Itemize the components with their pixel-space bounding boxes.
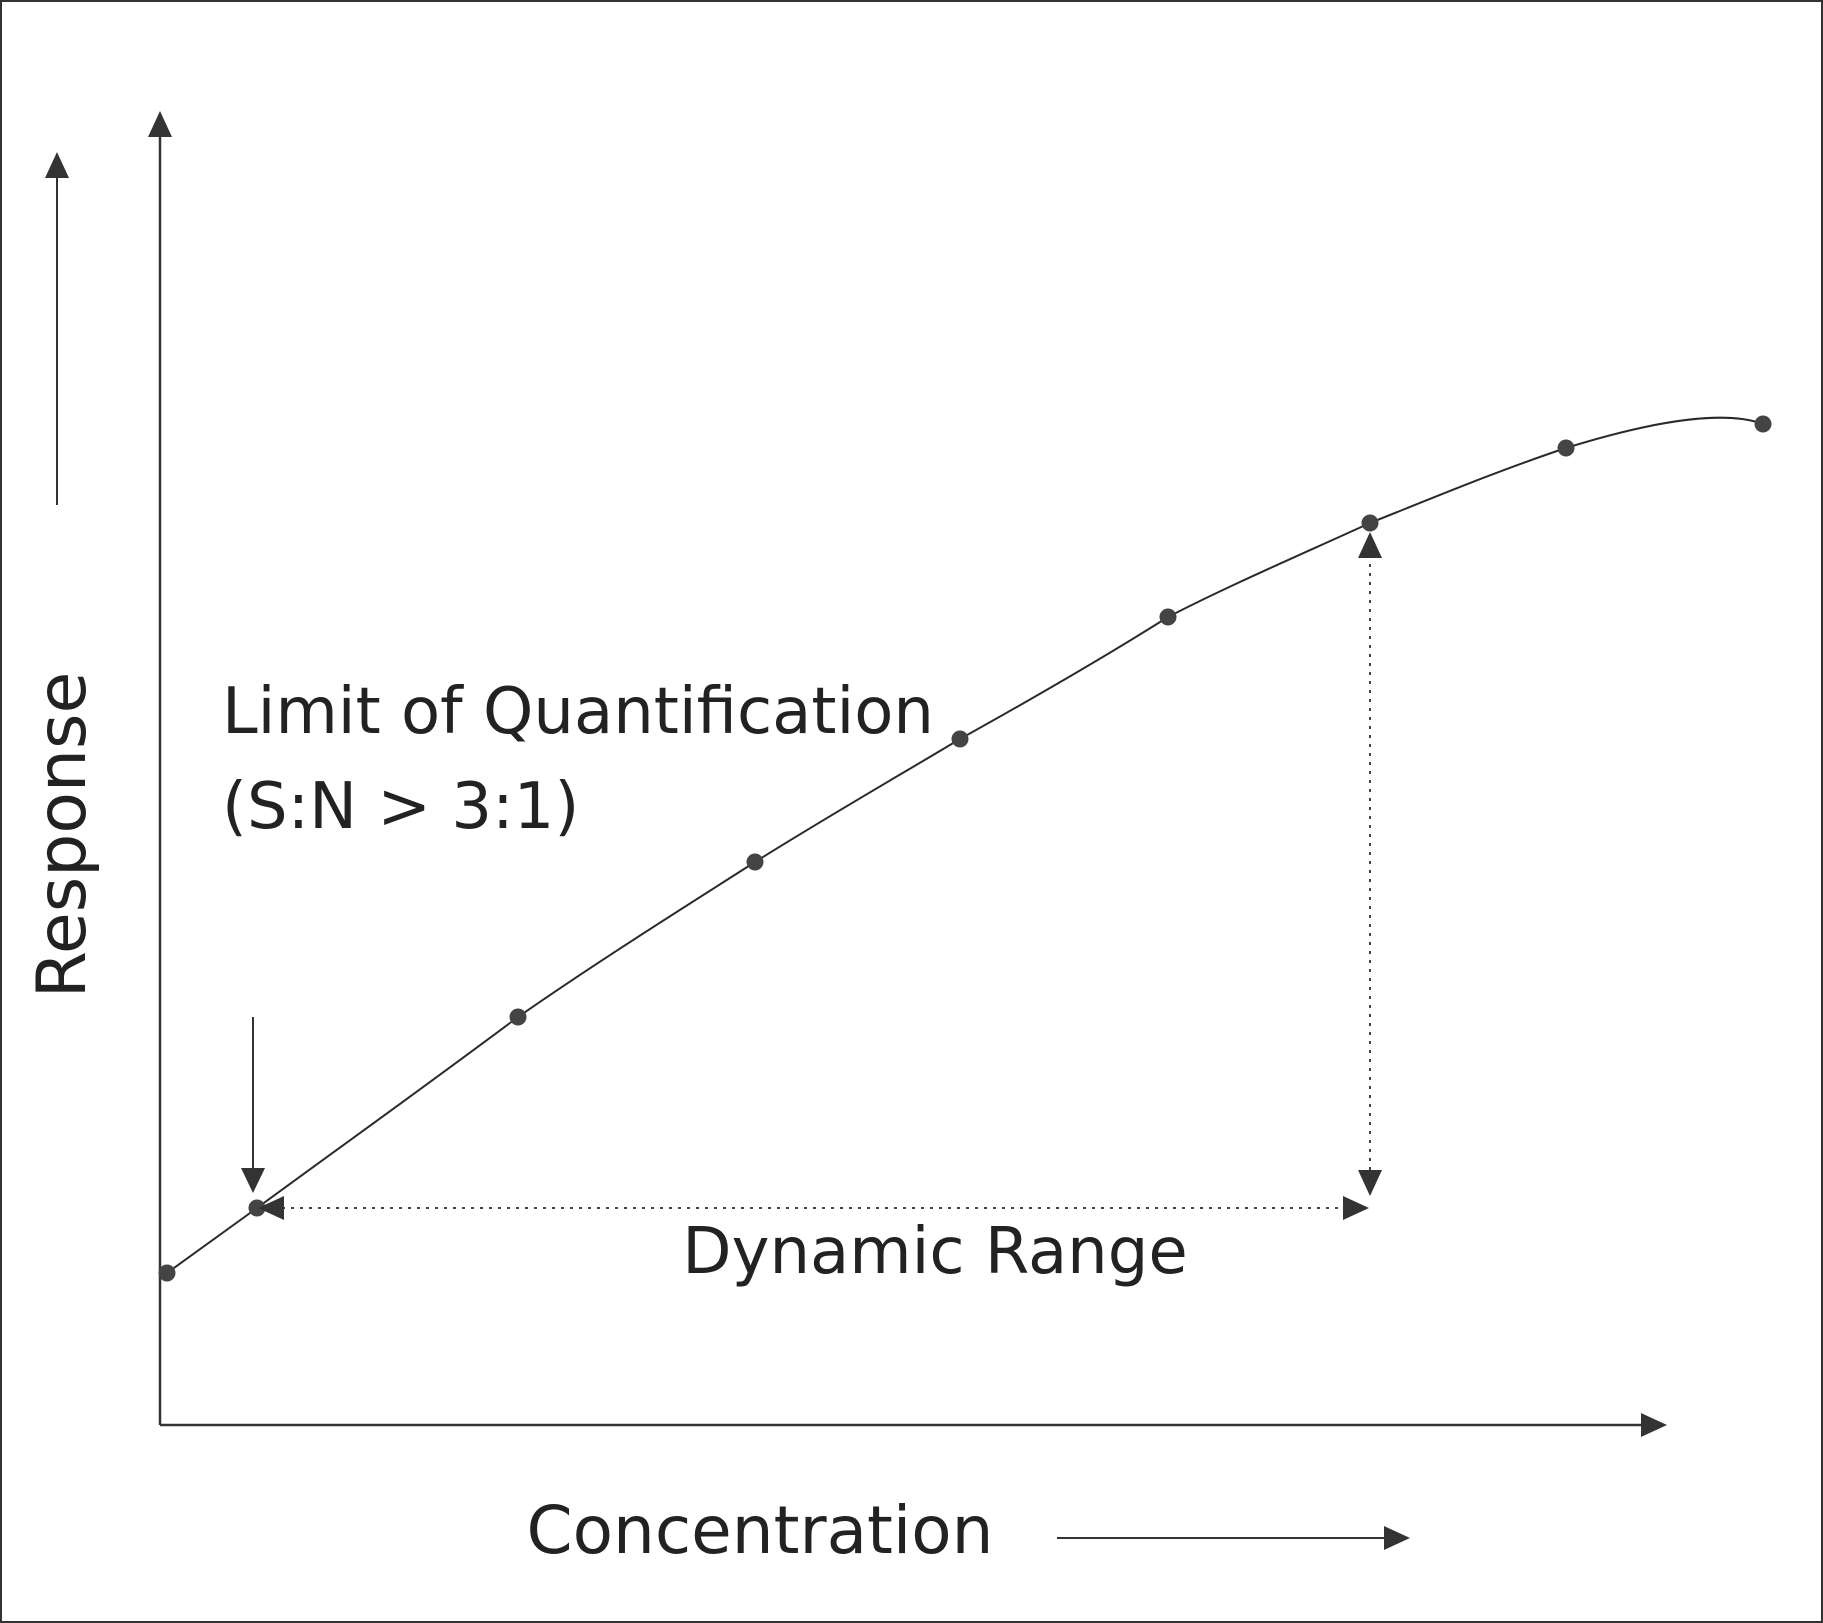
dynamic-range-right-arrowhead — [1343, 1196, 1369, 1220]
dynamic-range-label: Dynamic Range — [682, 1215, 1187, 1289]
response-curve — [166, 416, 1764, 1274]
x-axis-label: Concentration — [527, 1492, 994, 1569]
data-point — [158, 1264, 176, 1282]
y-axis-arrowhead — [148, 111, 172, 137]
data-point — [509, 1008, 527, 1026]
x-label-arrowhead — [1384, 1526, 1410, 1550]
y-axis-label: Response — [23, 672, 102, 999]
data-point — [1159, 608, 1177, 626]
loq-pointer-arrowhead — [241, 1168, 265, 1193]
y-label-arrowhead — [45, 152, 69, 178]
data-point — [248, 1199, 266, 1217]
dynamic-range-left-arrowhead — [258, 1196, 284, 1220]
loq-label-line1: Limit of Quantification — [222, 675, 934, 749]
data-point — [1361, 514, 1379, 532]
data-points — [158, 415, 1772, 1282]
data-point — [746, 853, 764, 871]
data-point — [951, 730, 969, 748]
data-point — [1754, 415, 1772, 433]
dynamic-range-top-arrowhead — [1358, 532, 1382, 558]
dynamic-range-bottom-arrowhead — [1358, 1170, 1382, 1196]
x-axis-arrowhead — [1641, 1413, 1667, 1437]
loq-label-line2: (S:N > 3:1) — [222, 770, 579, 844]
data-point — [1557, 439, 1575, 457]
